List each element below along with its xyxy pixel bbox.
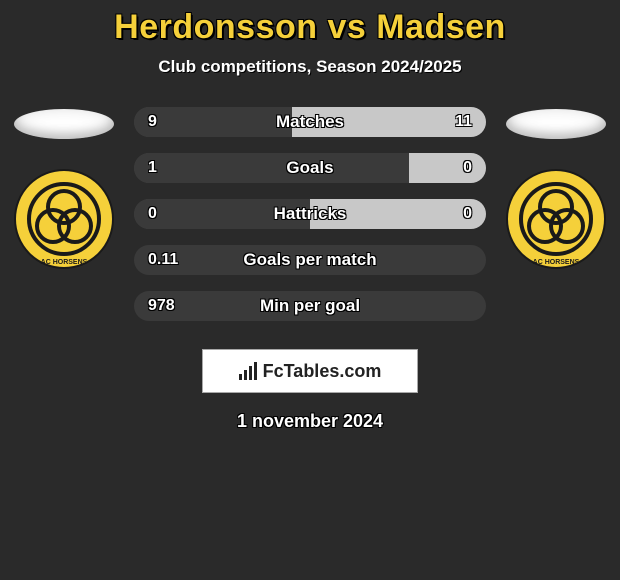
stat-row: Goals per match0.11 xyxy=(134,245,486,275)
brand-text: FcTables.com xyxy=(263,361,382,382)
stat-bar-left xyxy=(134,291,486,321)
subtitle: Club competitions, Season 2024/2025 xyxy=(0,57,620,77)
footer-date: 1 november 2024 xyxy=(0,411,620,432)
svg-text:AC HORSENS: AC HORSENS xyxy=(41,259,88,266)
bars-chart-icon xyxy=(239,362,257,380)
stat-row: Hattricks00 xyxy=(134,199,486,229)
stat-bar-left xyxy=(134,245,486,275)
stat-bar-right xyxy=(310,199,486,229)
stat-row: Goals10 xyxy=(134,153,486,183)
svg-text:AC HORSENS: AC HORSENS xyxy=(533,259,580,266)
stats-bars: Matches911 Goals10 Hattricks00 Goals per ma… xyxy=(120,107,500,337)
left-club-badge-icon: AC HORSENS xyxy=(14,169,114,269)
stat-row: Min per goal978 xyxy=(134,291,486,321)
right-player-col: AC HORSENS xyxy=(500,107,612,269)
stat-row: Matches911 xyxy=(134,107,486,137)
comparison-card: Herdonsson vs Madsen Club competitions, … xyxy=(0,0,620,432)
right-flag-icon xyxy=(506,109,606,139)
main-row: AC HORSENS Matches911 Goals10 Hattricks00 G… xyxy=(0,107,620,337)
page-title: Herdonsson vs Madsen xyxy=(0,8,620,47)
stat-bar-right xyxy=(409,153,486,183)
left-flag-icon xyxy=(14,109,114,139)
brand-logo[interactable]: FcTables.com xyxy=(202,349,418,393)
stat-bar-left xyxy=(134,199,310,229)
right-club-badge-icon: AC HORSENS xyxy=(506,169,606,269)
stat-bar-right xyxy=(292,107,486,137)
stat-bar-left xyxy=(134,153,409,183)
left-player-col: AC HORSENS xyxy=(8,107,120,269)
stat-bar-left xyxy=(134,107,292,137)
